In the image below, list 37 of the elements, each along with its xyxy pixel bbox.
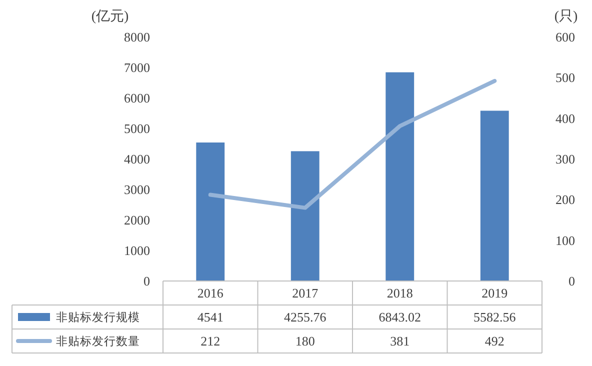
y2-tick-label: 100	[556, 232, 575, 248]
bar	[196, 142, 225, 281]
y2-axis-title: (只)	[554, 10, 578, 24]
y-tick-label: 5000	[124, 121, 150, 136]
line-series	[208, 78, 497, 210]
x-tick-label: 2017	[292, 286, 319, 300]
x-tick-label: 2016	[197, 286, 224, 300]
data-label: 212	[200, 334, 220, 348]
y2-tick-label: 300	[556, 152, 575, 166]
y-tick-label: 7000	[124, 60, 150, 75]
data-label: 180	[295, 334, 315, 348]
y-tick-label: 4000	[124, 152, 150, 166]
data-label: 5582.56	[474, 310, 516, 324]
y2-tick-label: 200	[556, 192, 575, 208]
y2-tick-label: 500	[556, 70, 575, 86]
legend-label: 非贴标发行数量	[56, 334, 140, 348]
y-tick-label: 2000	[124, 212, 150, 228]
bar	[290, 151, 320, 281]
data-label: 4541	[197, 310, 224, 324]
y-tick-label: 0	[144, 274, 150, 288]
data-label: 4255.76	[284, 310, 327, 324]
bar	[480, 110, 509, 281]
y-tick-label: 6000	[124, 90, 150, 106]
y2-tick-label: 600	[556, 30, 575, 44]
y2-tick-label: 0	[568, 274, 575, 288]
data-label: 381	[390, 334, 410, 348]
data-label: 492	[484, 334, 504, 348]
data-label: 6843.02	[378, 310, 421, 324]
x-tick-label: 2018	[386, 286, 413, 300]
y2-tick-label: 400	[556, 110, 575, 126]
y-axis-title: (亿元)	[91, 8, 129, 24]
y-tick-label: 8000	[124, 30, 150, 44]
legend-label: 非贴标发行规模	[56, 310, 140, 324]
bar	[386, 72, 414, 281]
y-tick-label: 1000	[124, 243, 150, 258]
x-tick-label: 2019	[482, 286, 508, 300]
y-tick-label: 3000	[124, 182, 150, 197]
